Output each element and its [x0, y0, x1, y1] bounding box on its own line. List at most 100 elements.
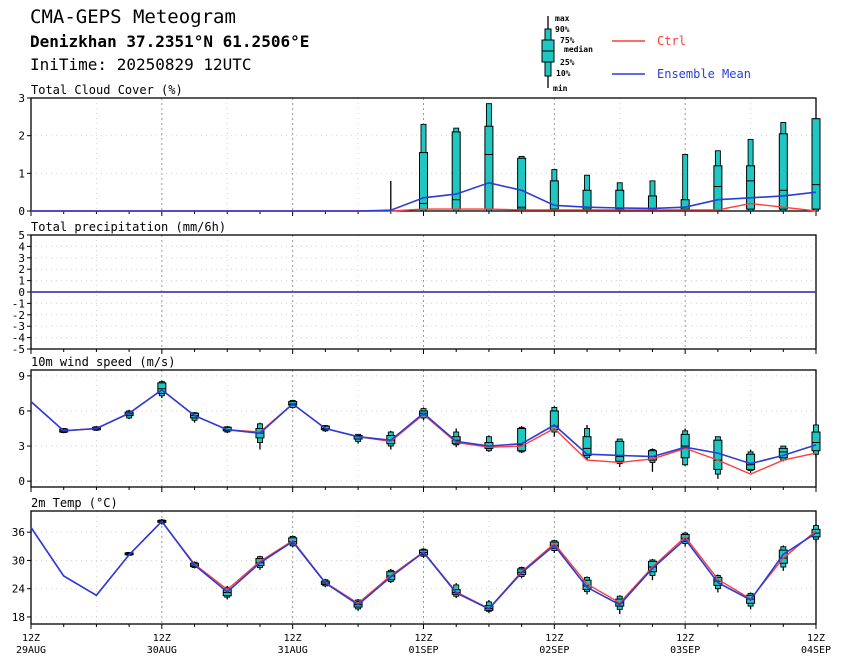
box-25-75 — [419, 152, 428, 210]
x-tick-label-date: 29AUG — [16, 645, 46, 656]
y-tick-label: 4 — [18, 240, 25, 253]
y-tick-label: 3 — [18, 252, 25, 265]
chart-title: CMA-GEPS Meteogram — [30, 6, 236, 28]
legend-ctrl-label: Ctrl — [657, 34, 686, 48]
box-25-75 — [582, 579, 592, 591]
panel-title: Total Cloud Cover (%) — [31, 83, 183, 97]
box-25-75 — [680, 199, 690, 212]
x-tick-label-date: 31AUG — [278, 645, 308, 656]
box-25-75 — [451, 131, 461, 210]
y-tick-label: 5 — [18, 229, 25, 242]
ensemble-box — [484, 103, 494, 212]
y-tick-label: 36 — [12, 526, 25, 539]
box-25-75 — [484, 125, 494, 210]
ensemble-box — [811, 118, 821, 212]
x-tick-label-date: 30AUG — [147, 645, 177, 656]
ensemble-box — [582, 174, 592, 212]
legend-box-label: 75% — [560, 36, 575, 45]
ensemble-box — [451, 428, 461, 448]
y-tick-label: 9 — [18, 370, 25, 383]
box-25-75 — [517, 157, 527, 210]
ensemble-box — [680, 154, 690, 212]
box-25-75 — [517, 428, 527, 452]
ensemble-box — [615, 182, 625, 212]
panel-3: 10m wind speed (m/s) 0 3 6 9 — [18, 355, 821, 492]
x-tick-label-date: 01SEP — [408, 645, 438, 656]
legend-box-label: 10% — [556, 69, 571, 78]
ensemble-box — [549, 169, 559, 212]
y-tick-label: -5 — [12, 343, 25, 356]
box-25-75 — [778, 447, 788, 459]
box-25-75 — [778, 549, 788, 564]
panel-1: Total Cloud Cover (%) 0 1 2 3 — [18, 83, 821, 218]
box-25-75 — [647, 195, 657, 212]
y-tick-label: 24 — [12, 583, 26, 596]
legend-box-label: max — [555, 14, 570, 23]
y-tick-label: 0 — [18, 205, 25, 218]
ensemble-box — [647, 448, 657, 472]
panel-title: 10m wind speed (m/s) — [31, 355, 176, 369]
legend-box-label: 25% — [560, 58, 575, 67]
box-25-75 — [746, 165, 756, 210]
ensemble-box — [811, 424, 821, 458]
ensemble-box — [484, 435, 494, 452]
ensemble-box — [549, 406, 559, 437]
y-tick-label: 3 — [18, 440, 25, 453]
box-25-75 — [713, 165, 723, 212]
ensemble-box — [746, 449, 756, 473]
ensemble-box — [517, 426, 527, 454]
y-tick-label: 6 — [18, 405, 25, 418]
y-tick-label: -3 — [12, 320, 25, 333]
legend-box-label: min — [553, 83, 568, 93]
box-25-75 — [582, 436, 592, 456]
panel-frame — [30, 369, 817, 488]
y-tick-label: -1 — [12, 297, 25, 310]
x-tick-label-hour: 12Z — [807, 633, 825, 644]
y-tick-label: 30 — [12, 554, 25, 567]
y-tick-label: 0 — [18, 286, 25, 299]
box-25-75 — [582, 189, 592, 212]
x-tick-label-hour: 12Z — [22, 633, 40, 644]
ensemble-mean-line — [30, 388, 817, 465]
box-25-75 — [615, 440, 625, 462]
x-tick-label-hour: 12Z — [284, 633, 302, 644]
box-25-75 — [811, 431, 821, 452]
station-location: Denizkhan 37.2351°N 61.2506°E — [30, 32, 310, 51]
x-tick-label-date: 02SEP — [539, 645, 569, 656]
panel-title: 2m Temp (°C) — [31, 496, 118, 510]
box-25-75 — [746, 453, 756, 470]
ensemble-box — [255, 422, 265, 450]
box-25-75 — [549, 410, 559, 431]
box-25-75 — [615, 189, 625, 212]
ensemble-mean-line — [30, 520, 817, 610]
x-tick-label-date: 04SEP — [801, 645, 831, 656]
ensemble-box — [647, 180, 657, 212]
x-tick-label-hour: 12Z — [545, 633, 563, 644]
y-tick-label: 18 — [12, 611, 25, 624]
y-tick-label: 3 — [18, 92, 25, 105]
y-tick-label: 2 — [18, 130, 25, 143]
ensemble-box — [746, 138, 756, 212]
y-tick-label: 0 — [18, 475, 25, 488]
panel-2: Total precipitation (mm/6h) -5-4-3-2-1012… — [12, 220, 817, 356]
ensemble-box — [615, 438, 625, 468]
y-tick-label: -4 — [12, 332, 26, 345]
ensemble-box — [713, 150, 723, 212]
y-tick-label: -2 — [12, 309, 25, 322]
ensemble-box — [451, 127, 461, 212]
legend-box-glyph: max 90% 75%median 25% 10% min — [541, 14, 593, 93]
ensemble-box — [778, 122, 788, 212]
box-25-75 — [811, 118, 821, 210]
y-tick-label: 1 — [18, 275, 25, 288]
ensemble-box — [517, 155, 527, 212]
box-25-75 — [157, 382, 167, 394]
x-tick-label-hour: 12Z — [676, 633, 694, 644]
ensemble-mean-line — [31, 181, 817, 212]
x-tick-label-hour: 12Z — [153, 633, 171, 644]
x-tick-label-date: 03SEP — [670, 645, 700, 656]
box-25-75 — [549, 180, 559, 212]
panel-4: 2m Temp (°C) 18 24 30 36 — [12, 496, 821, 629]
y-tick-label: 1 — [18, 167, 25, 180]
legend-box-label: median — [564, 44, 593, 54]
